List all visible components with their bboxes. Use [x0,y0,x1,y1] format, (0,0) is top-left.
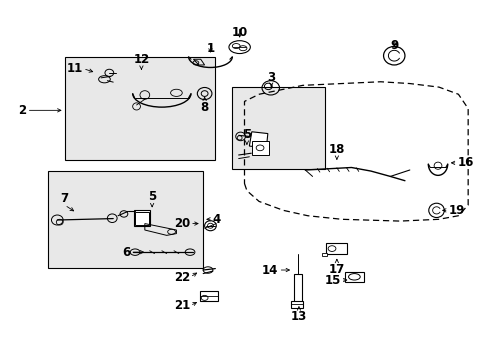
Text: 7: 7 [61,192,68,205]
Bar [251,141,268,155]
Text: 11: 11 [67,62,83,75]
Bar [47,171,203,267]
Text: 12: 12 [133,53,149,66]
Bar [344,272,364,282]
Text: 22: 22 [173,271,190,284]
Bar [325,243,346,254]
Text: 5: 5 [148,190,156,203]
Text: 10: 10 [231,26,247,39]
Text: 13: 13 [290,310,306,323]
Text: 14: 14 [262,264,278,276]
Text: 6: 6 [122,246,130,258]
Polygon shape [249,132,267,148]
Text: 9: 9 [389,39,398,52]
Text: 18: 18 [328,143,345,156]
Text: 19: 19 [448,204,464,217]
Text: 17: 17 [328,263,345,276]
Polygon shape [133,210,149,226]
Text: 15: 15 [324,274,340,287]
Bar [232,87,324,169]
Text: 21: 21 [173,299,190,312]
Bar [200,291,218,301]
Bar [293,274,301,302]
Bar [290,301,302,308]
Text: 5: 5 [243,128,250,141]
Bar [135,212,148,225]
Text: 2: 2 [19,104,27,117]
Text: 8: 8 [200,102,208,114]
Bar [322,253,326,256]
Text: 4: 4 [212,213,221,226]
Bar [64,57,215,160]
Text: 16: 16 [457,156,473,169]
Text: 20: 20 [173,217,190,230]
Text: 1: 1 [206,42,214,55]
Text: 3: 3 [266,71,275,84]
